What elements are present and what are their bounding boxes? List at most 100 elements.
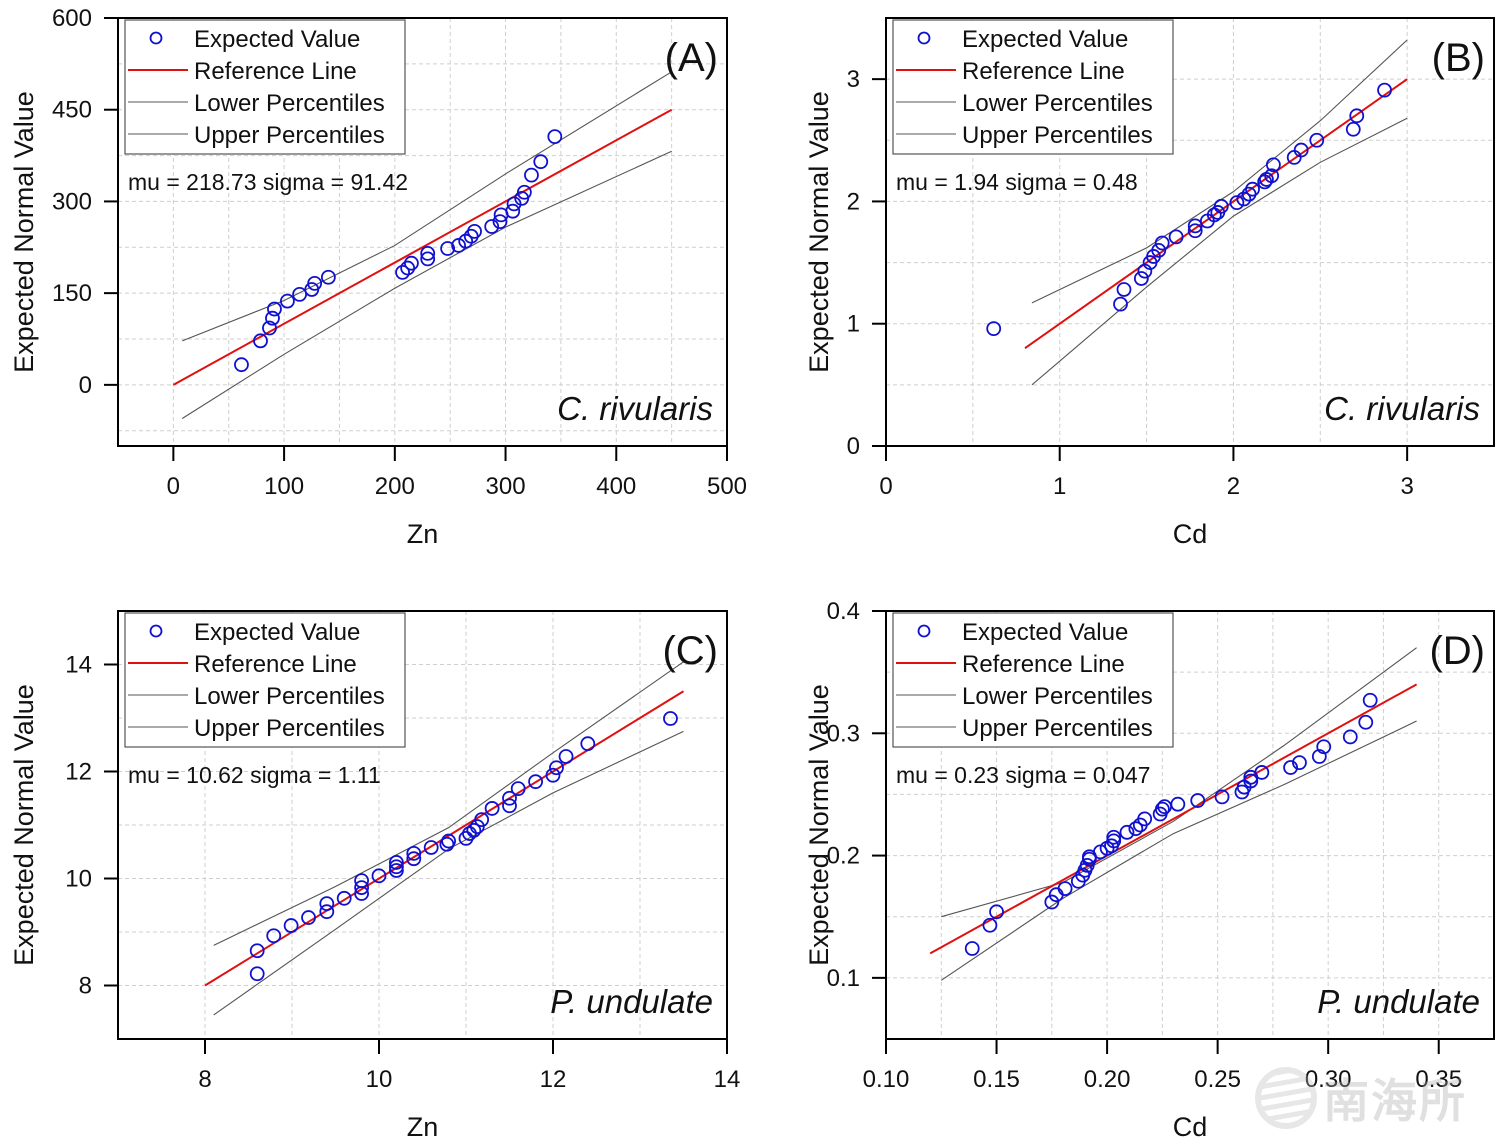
legend-circle-icon <box>149 31 163 45</box>
x-tick-label: 0 <box>879 473 892 500</box>
data-point <box>516 184 532 200</box>
data-point <box>388 859 404 875</box>
lower-percentile-line <box>940 720 1417 981</box>
data-point <box>320 269 336 285</box>
x-axis-title: Cd <box>1173 519 1208 549</box>
data-point <box>982 917 998 933</box>
plot-frame <box>117 17 728 447</box>
x-tick-label: 3 <box>1400 473 1413 500</box>
data-point <box>492 214 508 230</box>
data-point <box>1264 168 1280 184</box>
legend-frame <box>124 612 406 748</box>
data-point <box>280 293 295 309</box>
data-point <box>423 840 439 855</box>
data-point <box>1236 191 1252 207</box>
data-point <box>354 880 370 895</box>
data-point <box>547 129 563 145</box>
data-point <box>1154 801 1170 817</box>
stats-annotation: mu = 1.94 sigma = 0.48 <box>896 169 1138 195</box>
legend-expected-value: Expected Value <box>194 619 360 646</box>
data-point <box>502 790 517 806</box>
legend-circle-icon <box>149 624 163 638</box>
data-point <box>580 736 596 752</box>
data-point <box>524 167 539 183</box>
data-point <box>663 711 678 726</box>
data-point <box>283 918 299 933</box>
x-axis-title: Zn <box>407 519 439 549</box>
data-point <box>558 749 574 764</box>
data-point <box>440 241 456 256</box>
data-point <box>1119 824 1135 840</box>
x-tick-label: 8 <box>198 1066 211 1093</box>
upper-percentile-line <box>213 661 684 946</box>
legend-upper-percentiles: Upper Percentiles <box>962 122 1153 149</box>
y-tick-label: 0.1 <box>827 965 860 992</box>
y-tick-label: 0.4 <box>827 598 860 625</box>
data-point <box>1116 282 1132 297</box>
y-tick-label: 2 <box>847 188 860 215</box>
data-point <box>292 286 307 302</box>
legend-frame <box>892 19 1174 155</box>
data-point <box>533 154 549 170</box>
data-point <box>420 245 436 261</box>
y-tick-label: 0 <box>79 372 92 399</box>
plot-area <box>204 661 685 1016</box>
data-point <box>989 904 1004 920</box>
reference-line <box>172 108 673 386</box>
data-point <box>451 238 466 253</box>
plot-frame <box>885 17 1495 447</box>
stats-annotation: mu = 10.62 sigma = 1.11 <box>128 762 381 788</box>
x-tick-label: 0.30 <box>1305 1066 1352 1093</box>
data-point <box>406 851 422 867</box>
legend: Expected Value Reference Line Lower Percen… <box>124 19 406 155</box>
data-point <box>528 774 543 790</box>
plot-area <box>929 647 1418 981</box>
data-point <box>1137 811 1153 827</box>
data-point <box>986 321 1002 337</box>
species-label: P. undulate <box>550 983 713 1020</box>
y-tick-label: 10 <box>65 866 92 893</box>
lower-percentile-line <box>181 150 672 419</box>
plot-frame <box>117 610 728 1040</box>
data-point <box>1106 833 1122 849</box>
species-label: C. rivularis <box>1324 390 1480 427</box>
data-point <box>1345 121 1361 137</box>
reference-line <box>929 683 1418 955</box>
y-axis-title: Expected Normal Value <box>804 91 834 373</box>
data-point <box>441 833 457 849</box>
data-point <box>1137 263 1153 279</box>
panel-d: 0.10 0.15 0.20 0.25 0.30 0.35 0.1 0.2 0.3 0.4 Cd Ex… <box>804 598 1495 1142</box>
data-point <box>371 868 387 884</box>
data-point <box>505 203 521 219</box>
data-point <box>1342 729 1358 745</box>
data-point <box>1190 793 1206 808</box>
x-tick-label: 1 <box>1053 473 1066 500</box>
data-point <box>1316 739 1332 755</box>
legend-circle-icon <box>917 31 931 45</box>
x-tick-label: 0.25 <box>1194 1066 1241 1093</box>
data-point <box>549 760 564 776</box>
legend: Expected Value Reference Line Lower Percen… <box>892 612 1174 748</box>
data-point <box>1309 132 1325 148</box>
panel-label: (B) <box>1432 36 1485 80</box>
data-point <box>354 873 370 889</box>
legend-reference-line: Reference Line <box>194 58 357 85</box>
data-point <box>249 943 265 959</box>
data-point <box>265 310 280 326</box>
legend-frame <box>124 19 406 155</box>
x-tick-label: 400 <box>596 473 636 500</box>
data-point <box>1187 218 1203 234</box>
data-point <box>1057 881 1073 896</box>
reference-line <box>1024 78 1408 349</box>
x-tick-label: 10 <box>366 1066 393 1093</box>
x-tick-label: 0 <box>167 473 180 500</box>
data-point <box>1283 760 1298 775</box>
x-tick-label: 500 <box>707 473 747 500</box>
legend-upper-percentiles: Upper Percentiles <box>962 715 1153 742</box>
data-point <box>545 767 561 783</box>
species-label: P. undulate <box>1317 983 1480 1020</box>
data-point <box>420 251 436 267</box>
y-tick-label: 14 <box>65 652 92 679</box>
data-point <box>1113 296 1128 312</box>
x-tick-label: 14 <box>714 1066 741 1093</box>
